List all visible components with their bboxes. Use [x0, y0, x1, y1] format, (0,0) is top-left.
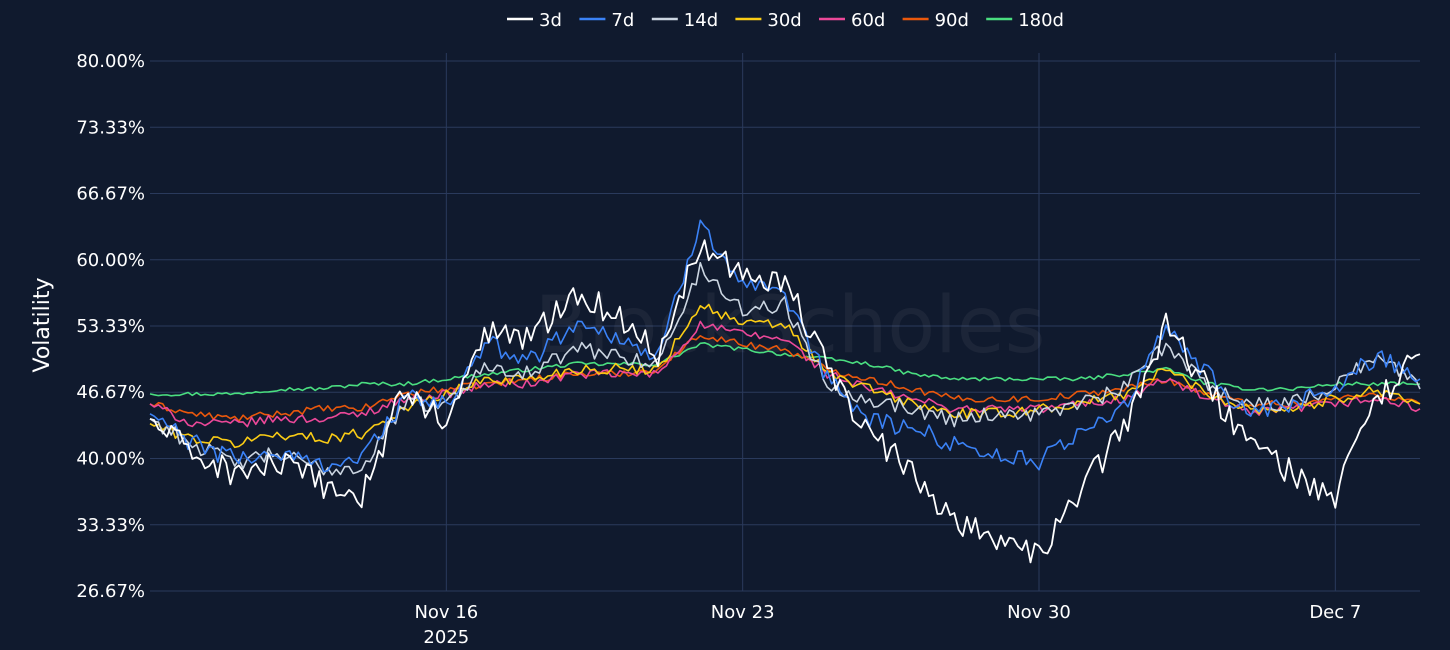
x-tick-sublabel: 2025 — [423, 627, 469, 648]
legend-label: 30d — [767, 10, 801, 31]
y-tick-label: 73.33% — [76, 117, 145, 138]
legend-item-90d[interactable]: 90d — [902, 10, 969, 31]
y-tick-label: 53.33% — [76, 316, 145, 337]
legend: 3d 7d 14d 30d 60d 90d 180d — [507, 10, 1064, 31]
legend-label: 180d — [1018, 10, 1064, 31]
y-tick-label: 80.00% — [76, 51, 145, 72]
y-tick-label: 40.00% — [76, 449, 145, 470]
legend-label: 60d — [851, 10, 885, 31]
x-tick-label: Dec 7 — [1309, 602, 1361, 623]
y-axis-ticks: 80.00% 73.33% 66.67% 60.00% 53.33% 46.67% 40.0… — [76, 51, 145, 602]
y-axis-title: Volatility — [30, 277, 55, 372]
y-tick-label: 33.33% — [76, 515, 145, 536]
legend-label: 14d — [684, 10, 718, 31]
x-tick-label: Nov 16 — [414, 602, 478, 623]
legend-item-3d[interactable]: 3d — [507, 10, 562, 31]
x-axis-ticks: Nov 16 2025 Nov 23 Nov 30 Dec 7 — [414, 602, 1361, 648]
x-tick-label: Nov 23 — [711, 602, 775, 623]
legend-label: 3d — [539, 10, 562, 31]
series-lines — [149, 219, 1421, 564]
legend-item-7d[interactable]: 7d — [579, 10, 634, 31]
legend-item-30d[interactable]: 30d — [735, 10, 802, 31]
legend-label: 7d — [611, 10, 634, 31]
series-line-60d — [149, 320, 1421, 428]
legend-label: 90d — [935, 10, 969, 31]
legend-item-60d[interactable]: 60d — [819, 10, 885, 31]
legend-item-180d[interactable]: 180d — [986, 10, 1064, 31]
y-tick-label: 26.67% — [76, 581, 145, 602]
x-tick-label: Nov 30 — [1007, 602, 1071, 623]
series-line-90d — [149, 334, 1421, 422]
series-line-3d — [149, 239, 1421, 564]
y-tick-label: 60.00% — [76, 250, 145, 271]
legend-item-14d[interactable]: 14d — [651, 10, 718, 31]
series-line-30d — [149, 303, 1421, 449]
y-tick-label: 46.67% — [76, 382, 145, 403]
y-tick-label: 66.67% — [76, 183, 145, 204]
grid — [150, 53, 1420, 592]
series-line-7d — [149, 219, 1421, 473]
